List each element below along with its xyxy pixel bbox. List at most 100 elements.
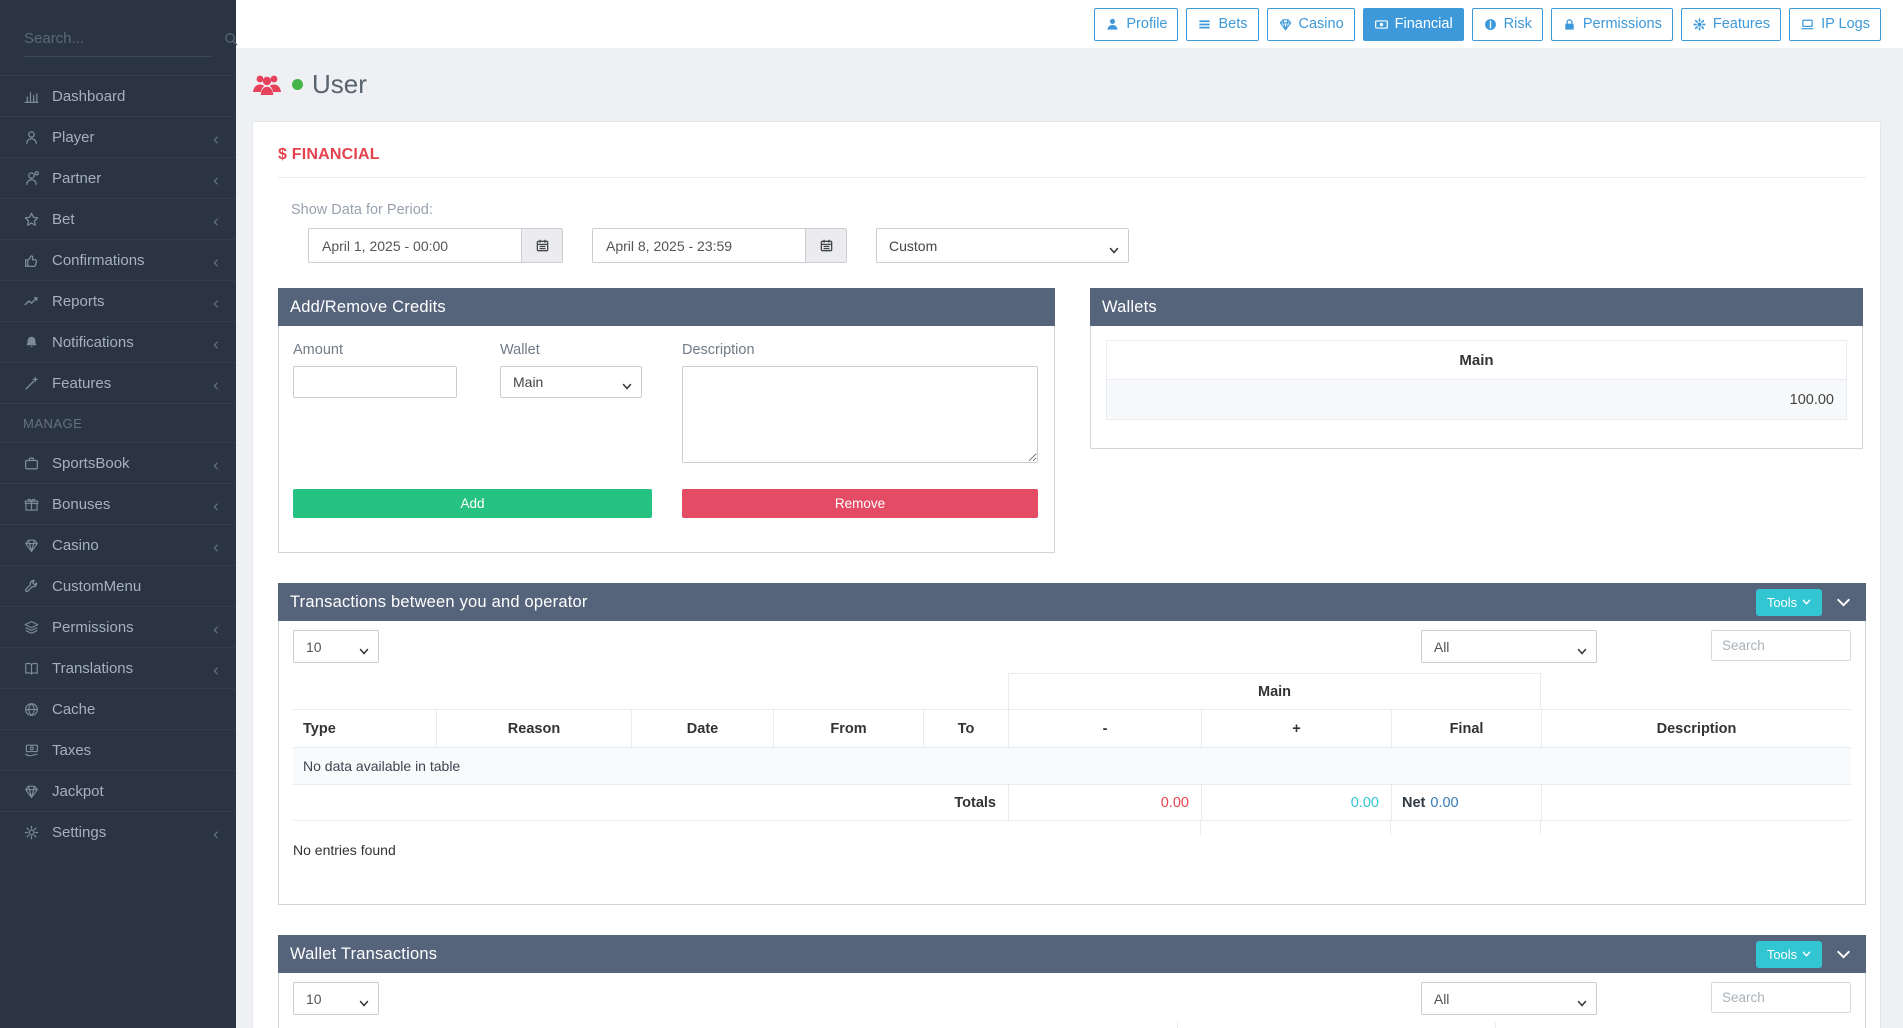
chevron-left-icon	[211, 827, 221, 839]
sidebar-item-jackpot[interactable]: Jackpot	[0, 770, 236, 811]
page-title: User	[312, 69, 367, 99]
totals-plus: 0.00	[1201, 785, 1391, 820]
chevron-left-icon	[211, 337, 221, 349]
chevron-down-icon	[622, 378, 632, 390]
sidebar-item-custommenu[interactable]: CustomMenu	[0, 565, 236, 606]
sidebar-item-taxes[interactable]: Taxes	[0, 729, 236, 770]
tab-profile[interactable]: Profile	[1094, 7, 1179, 41]
tab-bets[interactable]: Bets	[1186, 7, 1259, 41]
col-description: Description	[1541, 710, 1851, 747]
table-controls: 10 All	[293, 630, 1851, 663]
wallet-column-header: Main	[1107, 341, 1846, 380]
totals-minus: 0.00	[1008, 785, 1201, 820]
period-controls: April 1, 2025 - 00:00 April 8, 2025 - 23…	[308, 228, 1866, 263]
sidebar-item-partner[interactable]: Partner	[0, 157, 236, 198]
col-to: To	[923, 710, 1008, 747]
sidebar-item-notifications[interactable]: Notifications	[0, 321, 236, 362]
section-title: $ FINANCIAL	[278, 146, 380, 163]
sidebar-item-player[interactable]: Player	[0, 116, 236, 157]
sidebar-search	[0, 0, 238, 57]
add-button[interactable]: Add	[293, 489, 652, 518]
table-header-row: Type Reason Date From To - + Final Descr…	[293, 710, 1851, 748]
tab-risk[interactable]: Risk	[1471, 7, 1543, 41]
sidebar-item-casino[interactable]: Casino	[0, 524, 236, 565]
search-icon	[225, 32, 238, 45]
star-icon	[23, 211, 40, 228]
wallet-transactions-title: Wallet Transactions	[290, 944, 438, 963]
collapse-chevron-icon[interactable]	[1835, 946, 1852, 963]
gift-icon	[23, 496, 40, 513]
chevron-left-icon	[211, 378, 221, 390]
page-size-select[interactable]: 10	[293, 630, 379, 663]
page-size-select[interactable]: 10	[293, 982, 379, 1015]
calendar-icon[interactable]	[521, 228, 563, 263]
date-to-input[interactable]: April 8, 2025 - 23:59	[592, 228, 805, 263]
sidebar-item-bonuses[interactable]: Bonuses	[0, 483, 236, 524]
sidebar-item-permissions[interactable]: Permissions	[0, 606, 236, 647]
user-icon	[23, 129, 40, 146]
tab-features[interactable]: Features	[1680, 7, 1782, 41]
sidebar-item-bet[interactable]: Bet	[0, 198, 236, 239]
sidebar-item-features[interactable]: Features	[0, 362, 236, 403]
sidebar-item-confirmations[interactable]: Confirmations	[0, 239, 236, 280]
remove-button[interactable]: Remove	[682, 489, 1038, 518]
chevron-left-icon	[211, 214, 221, 226]
description-textarea[interactable]	[682, 366, 1038, 463]
wallet-transactions-panel: Wallet Transactions Tools 10 All	[278, 935, 1866, 1028]
sidebar-search-input[interactable]	[24, 30, 223, 47]
table-search-input[interactable]	[1711, 630, 1851, 661]
tab-financial[interactable]: Financial	[1362, 7, 1464, 41]
tab-permissions[interactable]: Permissions	[1550, 7, 1673, 41]
wallets-table: Main 100.00	[1106, 340, 1847, 420]
totals-row: Totals 0.00 0.00 Net 0.00	[293, 785, 1851, 821]
amount-input[interactable]	[293, 366, 457, 398]
sidebar-item-reports[interactable]: Reports	[0, 280, 236, 321]
tools-button[interactable]: Tools	[1756, 588, 1822, 616]
chevron-left-icon	[211, 173, 221, 185]
sidebar-item-translations[interactable]: Translations	[0, 647, 236, 688]
sidebar-nav: Dashboard Player Partner Bet Confirmatio…	[0, 75, 236, 852]
period-preset-select[interactable]: Custom	[876, 228, 1129, 263]
gear-icon	[1693, 17, 1706, 31]
net-label: Net	[1402, 794, 1426, 811]
sidebar: Dashboard Player Partner Bet Confirmatio…	[0, 0, 238, 1028]
wallet-label: Wallet	[500, 342, 540, 358]
status-dot	[292, 79, 303, 90]
calendar-icon[interactable]	[805, 228, 847, 263]
wallet-balance: 100.00	[1107, 380, 1846, 419]
col-final: Final	[1391, 710, 1541, 747]
empty-row: No data available in table	[293, 748, 1851, 785]
date-from-input[interactable]: April 1, 2025 - 00:00	[308, 228, 521, 263]
bar-chart-icon	[23, 88, 40, 105]
totals-label: Totals	[954, 794, 996, 811]
period-label: Show Data for Period:	[291, 202, 433, 218]
chevron-left-icon	[211, 296, 221, 308]
tab-ip-logs[interactable]: IP Logs	[1789, 7, 1881, 41]
sidebar-item-cache[interactable]: Cache	[0, 688, 236, 729]
sidebar-item-sportsbook[interactable]: SportsBook	[0, 442, 236, 483]
credits-panel: Add/Remove Credits Amount Wallet Main De…	[278, 288, 1055, 553]
table-search-input[interactable]	[1711, 982, 1851, 1013]
chevron-left-icon	[211, 458, 221, 470]
sidebar-item-settings[interactable]: Settings	[0, 811, 236, 852]
col-from: From	[773, 710, 923, 747]
sidebar-item-dashboard[interactable]: Dashboard	[0, 75, 236, 116]
briefcase-icon	[23, 455, 40, 472]
filter-select[interactable]: All	[1420, 982, 1597, 1015]
lock-icon	[1565, 18, 1574, 30]
tools-button[interactable]: Tools	[1756, 940, 1822, 968]
content-panel: $ FINANCIAL Show Data for Period: April …	[252, 121, 1881, 1028]
transactions-panel: Transactions between you and operator To…	[278, 583, 1866, 905]
wallet-select[interactable]: Main	[500, 366, 642, 398]
banknote-icon	[1374, 19, 1388, 29]
page-header: User	[236, 48, 1903, 121]
laptop-icon	[1801, 19, 1814, 29]
money-icon	[23, 742, 40, 759]
line-chart-icon	[23, 293, 40, 310]
tab-casino[interactable]: Casino	[1266, 7, 1355, 41]
filter-select[interactable]: All	[1420, 630, 1597, 663]
info-circle-icon	[1484, 18, 1496, 30]
col-reason: Reason	[436, 710, 631, 747]
chevron-down-icon	[1577, 995, 1587, 1007]
collapse-chevron-icon[interactable]	[1835, 594, 1852, 611]
